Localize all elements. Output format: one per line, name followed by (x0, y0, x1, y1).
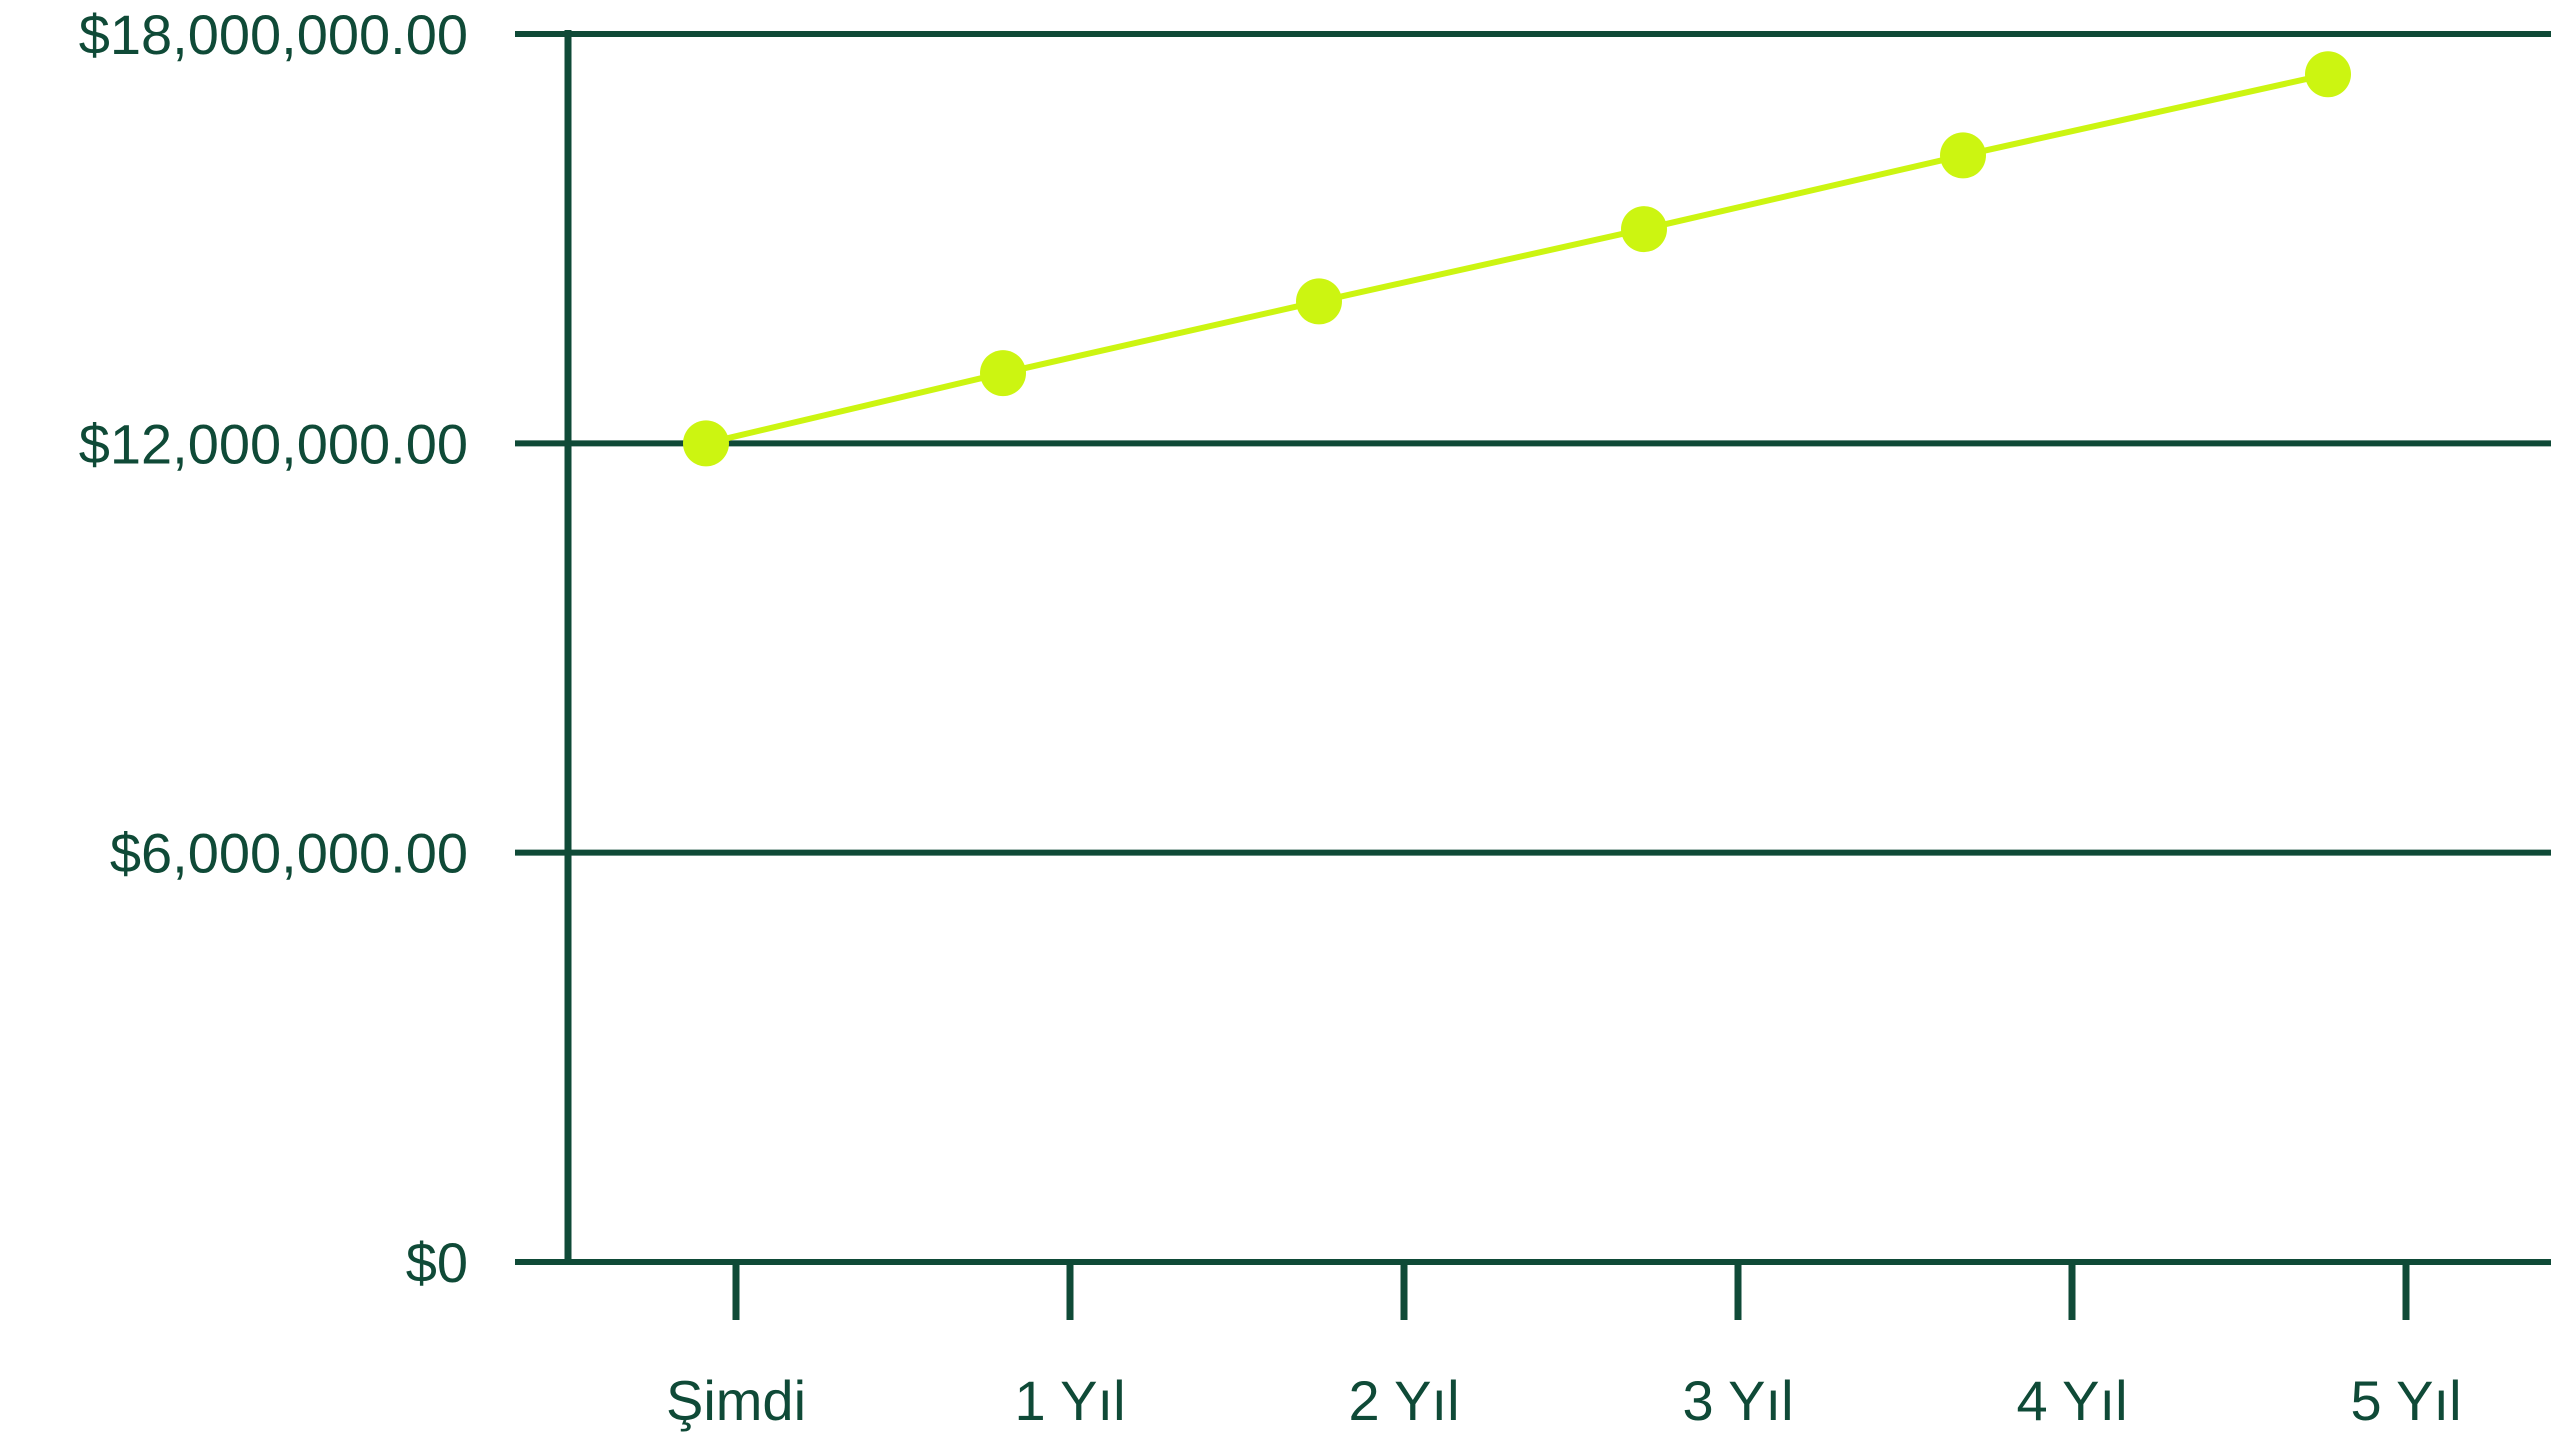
data-point (1621, 206, 1667, 253)
x-tick-label: 3 Yıl (1682, 1369, 1793, 1432)
y-tick-label: $12,000,000.00 (79, 412, 468, 475)
grid-lines (515, 31, 2551, 1265)
x-axis-labels: Şimdi 1 Yıl 2 Yıl 3 Yıl 4 Yıl 5 Yıl (666, 1369, 2462, 1432)
data-point (2305, 51, 2351, 98)
x-tick-label: 4 Yıl (2016, 1369, 2127, 1432)
y-tick-label: $6,000,000.00 (110, 822, 468, 885)
x-tick-label: 5 Yıl (2350, 1369, 2461, 1432)
x-tick-label: 1 Yıl (1014, 1369, 1125, 1432)
y-tick-label: $0 (406, 1231, 468, 1294)
x-tick-label: Şimdi (666, 1369, 806, 1432)
series-line-path (703, 71, 2331, 447)
data-point (683, 420, 729, 467)
y-tick-label: $18,000,000.00 (79, 3, 468, 66)
data-point (1296, 278, 1342, 325)
data-point (1940, 132, 1986, 179)
data-points (683, 51, 2351, 467)
y-axis-labels: $0 $6,000,000.00 $12,000,000.00 $18,000,000… (79, 3, 468, 1294)
series-line (703, 71, 2331, 447)
data-point (980, 350, 1026, 397)
x-tick-label: 2 Yıl (1348, 1369, 1459, 1432)
x-axis-ticks (732, 1262, 2410, 1320)
